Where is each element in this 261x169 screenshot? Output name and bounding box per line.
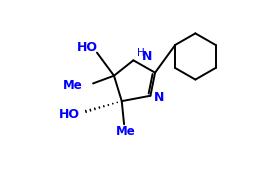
Text: HO: HO xyxy=(58,108,80,121)
Text: HO: HO xyxy=(76,41,97,54)
Text: N: N xyxy=(154,91,164,104)
Text: Me: Me xyxy=(116,125,135,138)
Text: Me: Me xyxy=(62,79,82,92)
Text: H: H xyxy=(137,48,145,58)
Text: N: N xyxy=(142,50,152,63)
